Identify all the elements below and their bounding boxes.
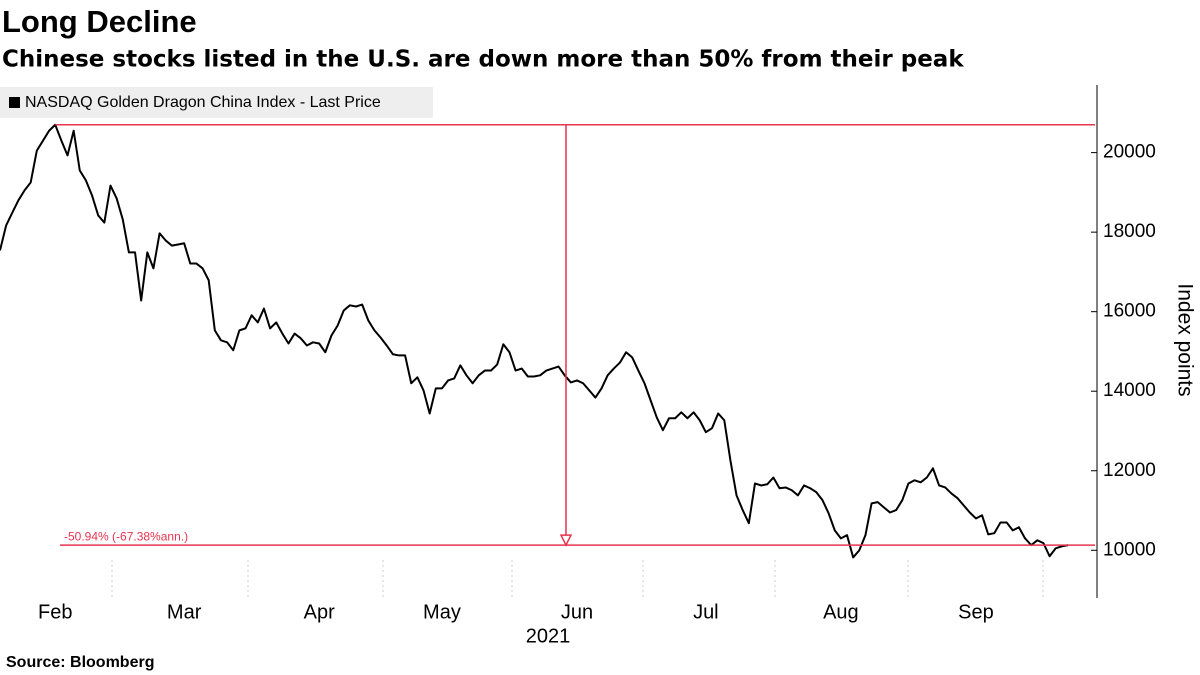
- x-axis-label: 2021: [526, 625, 571, 647]
- chart-subtitle: Chinese stocks listed in the U.S. are do…: [2, 47, 964, 73]
- x-tick-label: Aug: [823, 601, 859, 623]
- y-tick-label: 14000: [1103, 380, 1156, 401]
- x-tick-label: May: [423, 601, 461, 623]
- chart-title: Long Decline: [2, 4, 197, 39]
- month-separators: [111, 560, 1044, 598]
- y-tick-label: 16000: [1103, 301, 1156, 322]
- series-line: [0, 123, 1069, 559]
- y-tick-label: 10000: [1103, 539, 1156, 560]
- x-tick-label: Feb: [38, 601, 72, 623]
- x-tick-label: Jun: [561, 601, 593, 623]
- y-tick-label: 12000: [1103, 460, 1156, 481]
- legend-box: [0, 87, 433, 118]
- legend-label: NASDAQ Golden Dragon China Index - Last …: [25, 94, 381, 111]
- x-tick-label: Jul: [693, 601, 719, 623]
- y-axis-label: Index points: [1173, 283, 1196, 396]
- annotation: -50.94% (-67.38%ann.): [64, 529, 188, 543]
- y-tick-label: 18000: [1103, 221, 1156, 242]
- x-tick-label: Apr: [304, 601, 335, 623]
- source: Source: Bloomberg: [6, 654, 154, 671]
- y-tick-label: 20000: [1103, 142, 1156, 163]
- legend-swatch: [9, 97, 20, 108]
- x-tick-label: Mar: [167, 601, 202, 623]
- arrow-head: [559, 534, 573, 547]
- x-tick-label: Sep: [958, 601, 994, 623]
